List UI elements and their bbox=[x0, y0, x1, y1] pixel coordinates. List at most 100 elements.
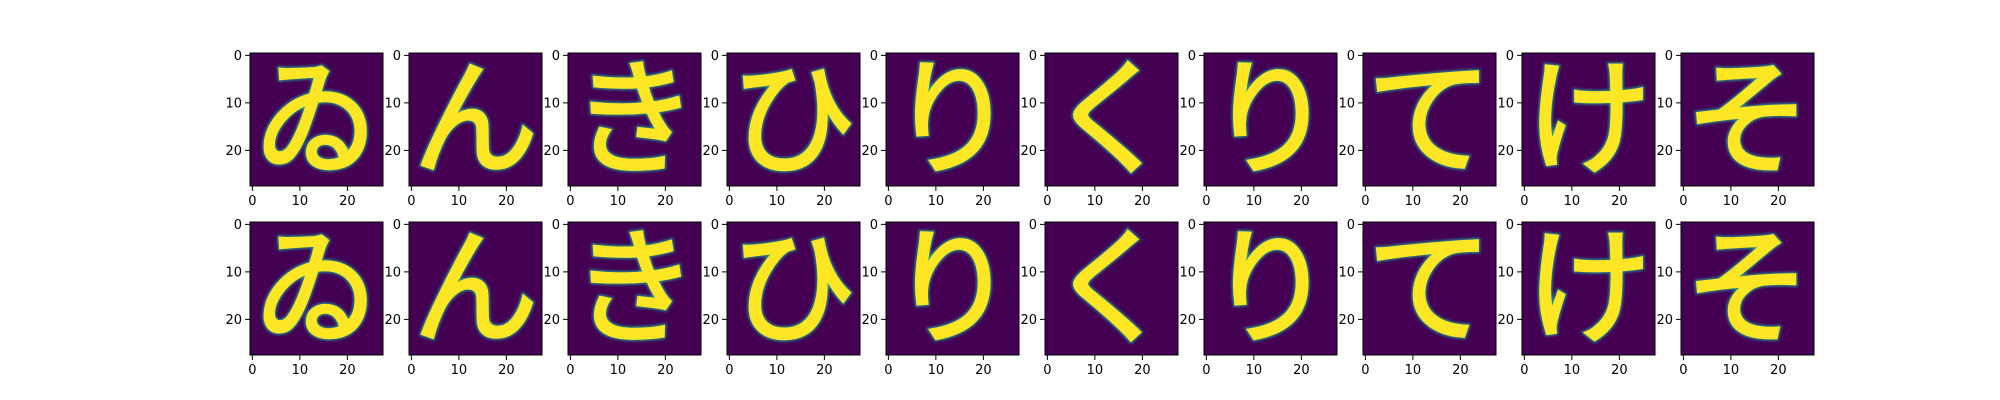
y-tick-label: 0 bbox=[1029, 49, 1037, 64]
panel-background bbox=[1522, 222, 1655, 355]
x-tick-label: 20 bbox=[1611, 363, 1628, 378]
x-tick-label: 0 bbox=[1679, 194, 1687, 209]
x-tick-label: 0 bbox=[248, 363, 256, 378]
x-tick-label: 10 bbox=[451, 194, 468, 209]
x-tick-label: 10 bbox=[292, 363, 309, 378]
panel-frame bbox=[567, 52, 702, 187]
y-tick-label: 10 bbox=[1656, 96, 1673, 111]
x-tick-label: 10 bbox=[1564, 194, 1581, 209]
x-tick-label: 0 bbox=[1043, 363, 1051, 378]
x-tick-label: 0 bbox=[1520, 194, 1528, 209]
y-tick-label: 10 bbox=[702, 96, 719, 111]
y-tick-label: 0 bbox=[1665, 218, 1673, 233]
x-tick-label: 20 bbox=[339, 363, 356, 378]
y-tick-label: 20 bbox=[543, 313, 560, 328]
panel-background bbox=[409, 222, 542, 355]
x-tick-label: 0 bbox=[566, 363, 574, 378]
x-tick-label: 0 bbox=[1202, 194, 1210, 209]
glyph-image: り bbox=[890, 46, 1016, 193]
glyph-halo: ゐ bbox=[254, 215, 380, 362]
panel-frame bbox=[1521, 52, 1656, 187]
panel-frame bbox=[1521, 221, 1656, 356]
panel-background bbox=[1045, 53, 1178, 186]
x-tick-label: 10 bbox=[1405, 363, 1422, 378]
y-tick-label: 10 bbox=[1338, 265, 1355, 280]
y-tick-label: 0 bbox=[393, 49, 401, 64]
x-tick-label: 10 bbox=[292, 194, 309, 209]
y-tick-label: 10 bbox=[1656, 265, 1673, 280]
x-tick-label: 0 bbox=[1361, 194, 1369, 209]
glyph-halo: く bbox=[1049, 46, 1175, 193]
x-tick-label: 20 bbox=[975, 194, 992, 209]
y-tick-label: 0 bbox=[1347, 49, 1355, 64]
x-tick-label: 0 bbox=[1202, 363, 1210, 378]
glyph-image: ひ bbox=[731, 46, 857, 193]
x-tick-label: 0 bbox=[725, 363, 733, 378]
panel-frame bbox=[1044, 52, 1179, 187]
x-tick-label: 0 bbox=[1043, 194, 1051, 209]
y-tick-label: 20 bbox=[384, 313, 401, 328]
x-tick-label: 20 bbox=[1134, 194, 1151, 209]
panel-frame bbox=[1680, 221, 1815, 356]
x-tick-label: 10 bbox=[1246, 194, 1263, 209]
y-tick-label: 10 bbox=[384, 96, 401, 111]
x-tick-label: 20 bbox=[1611, 194, 1628, 209]
y-tick-label: 20 bbox=[384, 144, 401, 159]
x-tick-label: 20 bbox=[657, 194, 674, 209]
x-tick-label: 20 bbox=[1452, 363, 1469, 378]
panel-frame bbox=[885, 221, 1020, 356]
y-tick-label: 0 bbox=[1188, 218, 1196, 233]
panel-frame bbox=[1362, 221, 1497, 356]
y-tick-label: 10 bbox=[1179, 96, 1196, 111]
y-tick-label: 0 bbox=[234, 49, 242, 64]
x-tick-label: 0 bbox=[1361, 363, 1369, 378]
panel-frame bbox=[726, 221, 861, 356]
panel-background bbox=[1204, 53, 1337, 186]
glyph-halo: て bbox=[1367, 46, 1493, 193]
y-tick-label: 10 bbox=[384, 265, 401, 280]
x-tick-label: 10 bbox=[1564, 363, 1581, 378]
glyph-halo: く bbox=[1049, 215, 1175, 362]
y-tick-label: 0 bbox=[870, 218, 878, 233]
x-tick-label: 10 bbox=[1405, 194, 1422, 209]
glyph-image: て bbox=[1367, 215, 1493, 362]
y-tick-label: 20 bbox=[1497, 144, 1514, 159]
y-tick-label: 10 bbox=[1179, 265, 1196, 280]
y-tick-label: 20 bbox=[1497, 313, 1514, 328]
panel-frame bbox=[1362, 52, 1497, 187]
y-tick-label: 20 bbox=[861, 313, 878, 328]
x-tick-label: 10 bbox=[928, 363, 945, 378]
x-tick-label: 20 bbox=[1293, 363, 1310, 378]
y-tick-label: 10 bbox=[543, 96, 560, 111]
x-tick-label: 20 bbox=[816, 194, 833, 209]
glyph-image: く bbox=[1049, 215, 1175, 362]
panel-frame bbox=[1203, 221, 1338, 356]
y-tick-label: 10 bbox=[1020, 265, 1037, 280]
panel-frame bbox=[567, 221, 702, 356]
y-tick-label: 20 bbox=[1656, 144, 1673, 159]
x-tick-label: 10 bbox=[769, 363, 786, 378]
y-tick-label: 20 bbox=[1656, 313, 1673, 328]
x-tick-label: 10 bbox=[1723, 363, 1740, 378]
y-tick-label: 10 bbox=[861, 96, 878, 111]
y-tick-label: 10 bbox=[1020, 96, 1037, 111]
y-tick-label: 10 bbox=[1497, 96, 1514, 111]
y-tick-label: 20 bbox=[1179, 313, 1196, 328]
glyph-image: り bbox=[1208, 46, 1334, 193]
panel-background bbox=[1681, 222, 1814, 355]
y-tick-label: 0 bbox=[234, 218, 242, 233]
glyph-halo: け bbox=[1526, 215, 1652, 362]
panel-background bbox=[1681, 53, 1814, 186]
x-tick-label: 10 bbox=[1246, 363, 1263, 378]
glyph-image: ん bbox=[413, 46, 539, 193]
glyph-halo: き bbox=[572, 215, 698, 362]
x-tick-label: 20 bbox=[339, 194, 356, 209]
glyph-halo: ん bbox=[413, 215, 539, 362]
